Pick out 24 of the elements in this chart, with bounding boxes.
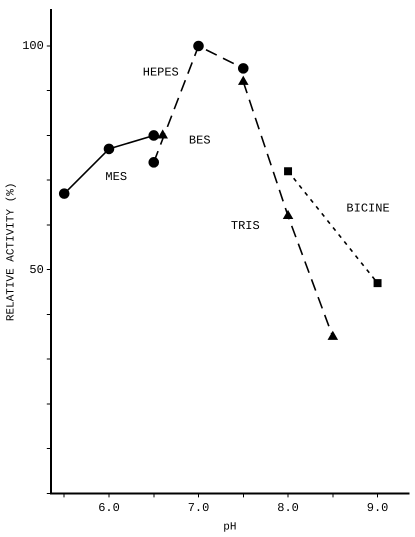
x-tick-label: 7.0 bbox=[188, 500, 210, 515]
series-label: BES bbox=[188, 134, 211, 148]
point bbox=[148, 130, 160, 141]
point bbox=[374, 279, 382, 288]
point bbox=[238, 76, 248, 85]
y-tick-label: 100 bbox=[22, 39, 44, 54]
x-axis-title: pH bbox=[223, 521, 236, 534]
x-tick-label: 6.0 bbox=[98, 500, 120, 515]
series-label: HEPES bbox=[142, 65, 179, 80]
x-tick-label: 8.0 bbox=[277, 500, 299, 515]
series-label: MES bbox=[105, 170, 128, 184]
point bbox=[284, 167, 292, 176]
point bbox=[104, 144, 114, 154]
point bbox=[58, 188, 70, 199]
point bbox=[238, 63, 249, 74]
series-label: BICINE bbox=[346, 201, 390, 216]
point bbox=[328, 332, 338, 340]
y-tick-label: 50 bbox=[29, 262, 44, 277]
y-axis-title: RELATIVE ACTIVITY (%) bbox=[6, 182, 18, 322]
text: TRIS bbox=[230, 218, 260, 233]
point bbox=[148, 157, 160, 168]
x-tick-label: 9.0 bbox=[366, 500, 388, 515]
point bbox=[193, 40, 204, 52]
point bbox=[283, 210, 293, 220]
